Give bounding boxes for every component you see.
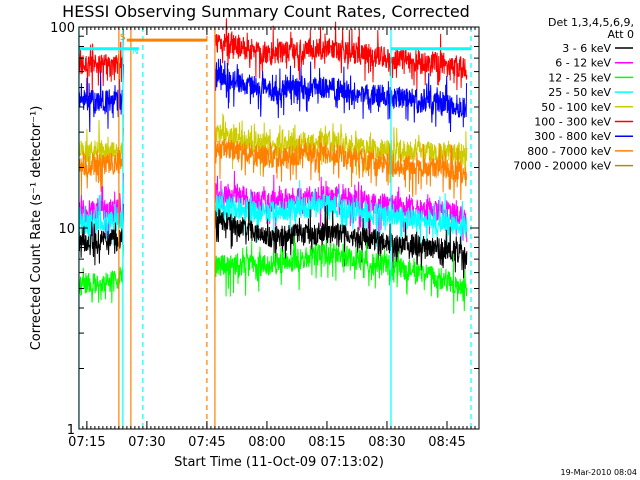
- axis-layer: 07:15 07:30 07:45 08:00 08:15 08:30 08:45 1 10 10…: [50, 21, 480, 450]
- series-trace-25-50-kev: [78, 184, 124, 248]
- series-trace-800-7000-kev: [214, 135, 468, 201]
- series-trace-12-25-kev: [78, 244, 124, 304]
- x-tick-label: 07:45: [188, 435, 225, 450]
- y-tick-label: 10: [58, 222, 75, 237]
- x-tick-label: 08:30: [368, 435, 405, 450]
- flag-annotation: S: [120, 33, 126, 43]
- legend-entry-label: 7000 - 20000 keV: [513, 160, 611, 173]
- series-trace-800-7000-kev: [78, 127, 124, 197]
- series-trace-100-300-kev: [214, 18, 468, 91]
- legend-entry-label: 800 - 7000 keV: [527, 145, 611, 158]
- series-trace-3-6-kev: [214, 201, 468, 279]
- series-trace-300-800-kev: [214, 58, 468, 133]
- flag-annotation: N: [132, 47, 139, 57]
- x-axis-label: Start Time (11-Oct-09 07:13:02): [174, 455, 384, 470]
- legend-entry-label: 300 - 800 keV: [534, 130, 611, 143]
- series-trace-25-50-kev: [214, 180, 468, 256]
- y-tick-label: 100: [50, 21, 75, 36]
- y-tick-label: 1: [67, 423, 75, 438]
- legend-entry-label: 50 - 100 keV: [541, 101, 611, 114]
- legend-entry-label: 3 - 6 keV: [562, 42, 611, 55]
- x-tick-label: 07:15: [68, 435, 105, 450]
- series-trace-3-6-kev: [78, 203, 124, 266]
- chart-title: HESSI Observing Summary Count Rates, Cor…: [62, 2, 470, 21]
- series-trace-12-25-kev: [214, 236, 468, 314]
- footer-timestamp: 19-Mar-2010 08:04: [561, 468, 638, 477]
- y-axis-label: Corrected Count Rate (s⁻¹ detector⁻¹): [29, 106, 44, 351]
- legend-header: Det 1,3,4,5,6,9,: [548, 16, 634, 29]
- x-tick-label: 08:45: [428, 435, 465, 450]
- legend-header: Att 0: [608, 28, 634, 41]
- series-layer: [78, 18, 468, 314]
- series-trace-300-800-kev: [78, 64, 124, 133]
- legend-entry-label: 6 - 12 keV: [555, 57, 611, 70]
- legend-entry-label: 12 - 25 keV: [548, 71, 611, 84]
- x-tick-label: 07:30: [128, 435, 165, 450]
- series-trace-100-300-kev: [78, 29, 124, 99]
- legend-entry-label: 100 - 300 keV: [534, 116, 611, 129]
- legend-entry-label: 25 - 50 keV: [548, 86, 611, 99]
- marker-layer: SN: [78, 27, 472, 429]
- x-tick-label: 08:00: [248, 435, 285, 450]
- x-tick-label: 08:15: [308, 435, 345, 450]
- legend: Det 1,3,4,5,6,9,Att 03 - 6 keV 6 - 12 keV…: [513, 16, 634, 173]
